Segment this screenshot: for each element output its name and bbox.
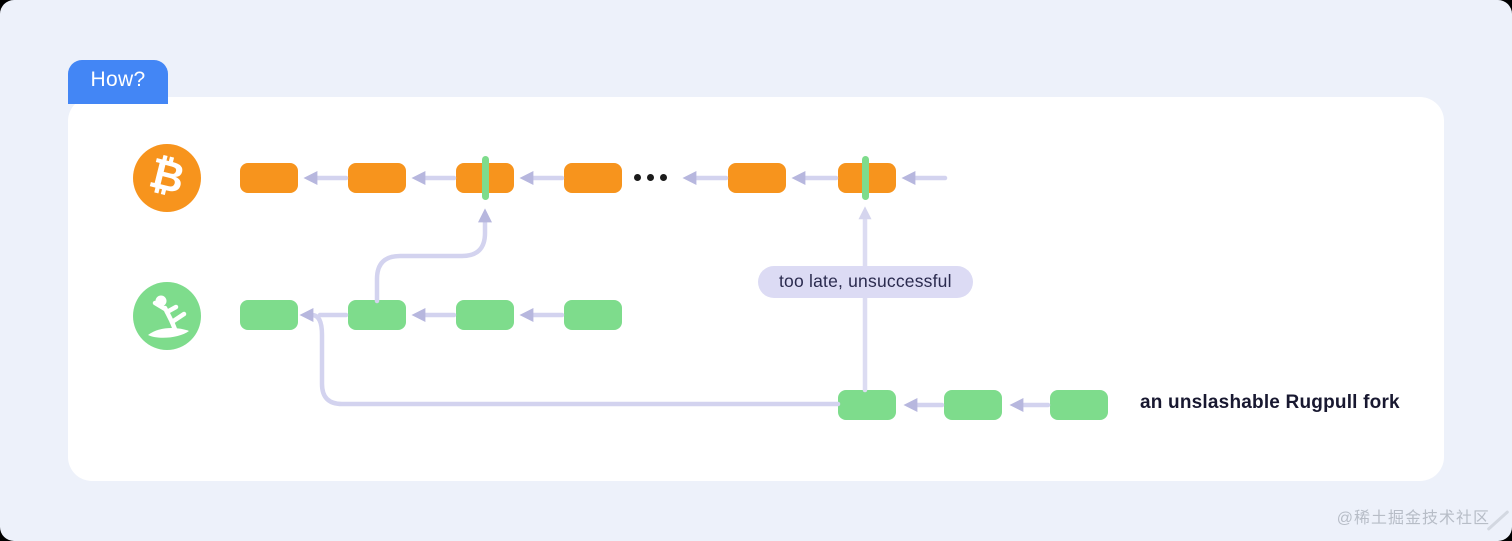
rugpull-slip-icon — [133, 282, 201, 350]
how-tab-label: How? — [90, 68, 146, 91]
bitcoin-block-3-checkpoint — [456, 163, 514, 193]
fork-caption: an unslashable Rugpull fork — [1140, 392, 1400, 413]
how-tab: How? — [68, 60, 168, 104]
bitcoin-icon: ₿ — [133, 144, 201, 212]
rugpull-block-2 — [348, 300, 406, 330]
ellipsis-dot — [634, 174, 641, 181]
ellipsis-dot — [647, 174, 654, 181]
fork-block-3 — [1050, 390, 1108, 420]
ellipsis-dot — [660, 174, 667, 181]
too-late-badge: too late, unsuccessful — [758, 266, 973, 298]
pen-mark-icon — [1486, 510, 1510, 531]
fork-block-1 — [838, 390, 896, 420]
bitcoin-block-1 — [240, 163, 298, 193]
chain-ellipsis — [634, 174, 667, 182]
fork-block-2 — [944, 390, 1002, 420]
bitcoin-block-2 — [348, 163, 406, 193]
bitcoin-block-4 — [564, 163, 622, 193]
bitcoin-block-5 — [728, 163, 786, 193]
watermark: @稀土掘金技术社区 — [1336, 510, 1490, 527]
diagram-card — [68, 97, 1444, 481]
bitcoin-symbol: ₿ — [144, 148, 190, 203]
rugpull-block-1 — [240, 300, 298, 330]
slipping-person-glyph — [148, 295, 189, 338]
bitcoin-block-6-checkpoint — [838, 163, 896, 193]
too-late-label: too late, unsuccessful — [779, 270, 952, 291]
rugpull-block-4 — [564, 300, 622, 330]
rugpull-block-3 — [456, 300, 514, 330]
